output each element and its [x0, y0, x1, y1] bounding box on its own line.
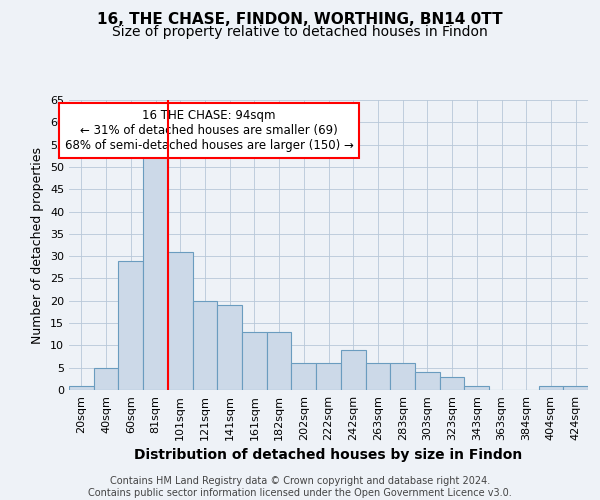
Bar	[168, 252, 193, 390]
Bar	[193, 301, 217, 390]
Bar	[316, 363, 341, 390]
Bar	[267, 332, 292, 390]
Bar	[217, 305, 242, 390]
Bar	[365, 363, 390, 390]
Text: Contains HM Land Registry data © Crown copyright and database right 2024.
Contai: Contains HM Land Registry data © Crown c…	[88, 476, 512, 498]
Bar	[69, 386, 94, 390]
Text: 16, THE CHASE, FINDON, WORTHING, BN14 0TT: 16, THE CHASE, FINDON, WORTHING, BN14 0T…	[97, 12, 503, 28]
Bar	[563, 386, 588, 390]
Bar	[143, 149, 168, 390]
Y-axis label: Number of detached properties: Number of detached properties	[31, 146, 44, 344]
Bar	[242, 332, 267, 390]
Bar	[539, 386, 563, 390]
Bar	[341, 350, 365, 390]
Bar	[94, 368, 118, 390]
Text: Size of property relative to detached houses in Findon: Size of property relative to detached ho…	[112, 25, 488, 39]
Bar	[440, 376, 464, 390]
Bar	[415, 372, 440, 390]
Bar	[464, 386, 489, 390]
X-axis label: Distribution of detached houses by size in Findon: Distribution of detached houses by size …	[134, 448, 523, 462]
Text: 16 THE CHASE: 94sqm
← 31% of detached houses are smaller (69)
68% of semi-detach: 16 THE CHASE: 94sqm ← 31% of detached ho…	[65, 108, 353, 152]
Bar	[292, 363, 316, 390]
Bar	[390, 363, 415, 390]
Bar	[118, 260, 143, 390]
